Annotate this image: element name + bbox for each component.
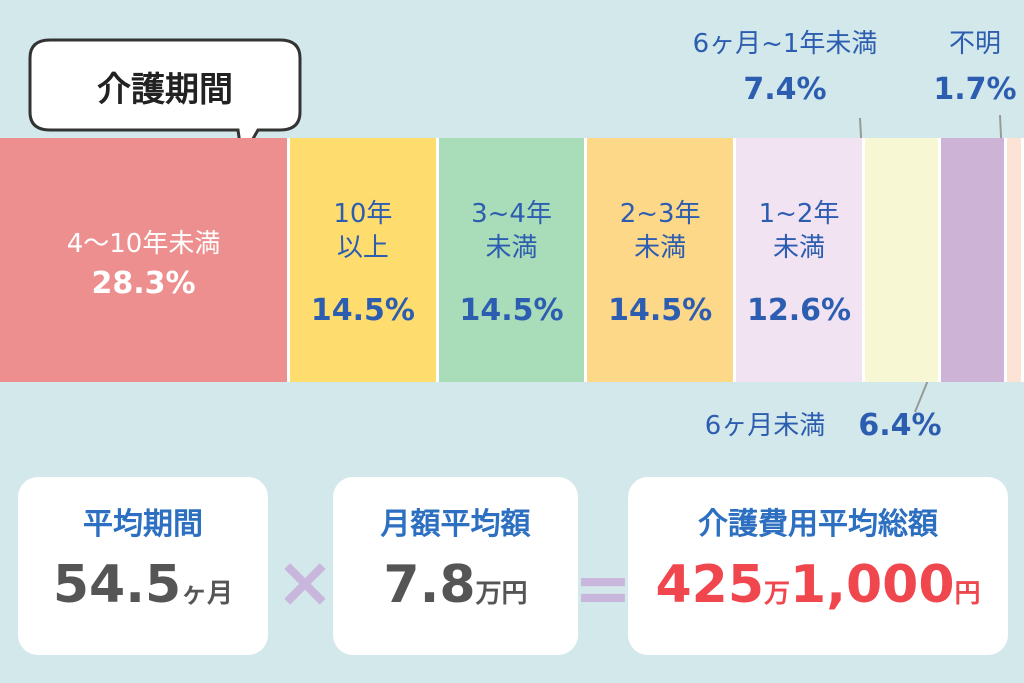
value-label: 7.4% [743, 72, 827, 107]
segment-label: 不明 [948, 29, 1001, 59]
box-label: 介護費用平均総額 [698, 507, 938, 542]
box-label: 平均期間 [83, 507, 203, 542]
times-sign: × [276, 541, 335, 623]
value-label: 1.7% [933, 72, 1017, 107]
value-label: 6.4% [858, 408, 942, 443]
title: 介護期間 [97, 70, 233, 110]
bar-segment [1006, 138, 1024, 382]
unit: 円 [954, 579, 981, 609]
bar-segment: 4〜10年未満 28.3% [0, 138, 291, 382]
value-label: 14.5% [459, 293, 564, 328]
box-value: 425万1,000円 [628, 555, 1008, 615]
value: 1,000 [790, 555, 955, 615]
summary-box: 月額平均額 7.8万円 [333, 477, 578, 655]
value-label: 28.3% [91, 266, 196, 301]
segment-label: 2~3年 未満 [619, 199, 701, 263]
bar-segment: 1~2年 未満 12.6% [735, 138, 866, 382]
value-label: 14.5% [608, 293, 713, 328]
bar-segment [940, 138, 1007, 382]
stacked-bar: 4〜10年未満 28.3% 10年 以上 14.5% 3~4年 未満 14.5% 2~3年 … [0, 138, 1024, 382]
segment-label: 4〜10年未満 [66, 229, 221, 259]
value: 7.8 [383, 555, 476, 615]
segment-label: 6ヶ月未満 [704, 411, 826, 441]
bar-segment [865, 138, 941, 382]
summary-box: 平均期間 54.5ヶ月 [18, 477, 268, 655]
summary-box: 介護費用平均総額 425万1,000円 [628, 477, 1008, 655]
bar-segment: 10年 以上 14.5% [290, 138, 439, 382]
segment-label: 10年 以上 [333, 199, 393, 263]
unit: 万円 [475, 579, 528, 609]
unit: 万 [764, 579, 791, 609]
segment-label: 3~4年 未満 [471, 199, 552, 263]
value: 425 [655, 555, 765, 615]
box-value: 7.8万円 [333, 555, 578, 615]
title-bubble [28, 38, 302, 163]
value-label: 12.6% [746, 293, 852, 328]
bar-segment: 2~3年 未満 14.5% [587, 138, 736, 382]
segment-label: 6ヶ月~1年未満 [692, 29, 878, 59]
value-label: 14.5% [310, 293, 415, 328]
segment-label: 1~2年 未満 [758, 199, 840, 263]
unit: ヶ月 [181, 579, 234, 609]
value: 54.5 [52, 555, 182, 615]
equals-sign: = [574, 547, 633, 629]
bar-segment: 3~4年 未満 14.5% [438, 138, 588, 382]
box-value: 54.5ヶ月 [18, 555, 268, 615]
box-label: 月額平均額 [380, 507, 531, 542]
